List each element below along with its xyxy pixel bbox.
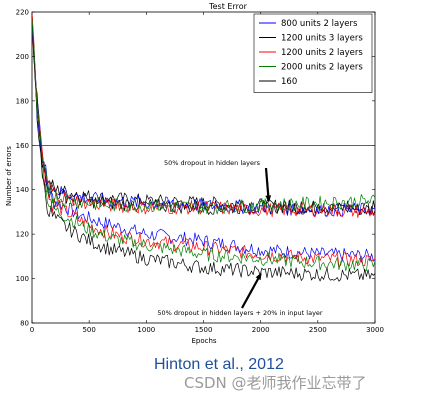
x-axis-label: Epochs [191, 337, 216, 345]
chart-title: Test Error [208, 2, 248, 11]
annotation-arrowhead-0 [265, 195, 272, 203]
x-tick-label-6: 3000 [366, 326, 384, 334]
x-tick-label-5: 2500 [309, 326, 327, 334]
annotation-arrow-1 [241, 273, 262, 309]
series-line-3 [31, 28, 376, 272]
annotations: 50% dropout in hidden layers 50% dropout … [157, 159, 323, 317]
annotation-text-1: 50% dropout in hidden layers + 20% in in… [157, 309, 323, 317]
series-line-0 [31, 23, 376, 263]
series-line-8 [31, 18, 376, 215]
axes: 0 500 1000 1500 2000 2500 3000 80 100 120 140 160 18… [16, 9, 384, 335]
annotation-text-0: 50% dropout in hidden layers [164, 159, 261, 167]
legend-label-0: 800 units 2 layers [281, 19, 358, 29]
x-tick-label-0: 0 [30, 326, 34, 334]
legend: 800 units 2 layers 1200 units 3 layers 120… [253, 13, 373, 93]
x-tick-label-1: 500 [82, 326, 95, 334]
legend-label-3: 2000 units 2 layers [281, 63, 363, 73]
series-line-6 [31, 12, 376, 217]
y-tick-label-0: 80 [20, 320, 29, 328]
x-tick-label-2: 1000 [137, 326, 155, 334]
y-tick-label-3: 140 [16, 186, 29, 194]
series-lines [31, 11, 376, 282]
y-tick-label-6: 200 [16, 53, 29, 61]
x-tick-label-4: 2000 [252, 326, 270, 334]
y-tick-label-5: 180 [16, 97, 29, 105]
legend-label-1: 1200 units 3 layers [281, 34, 363, 44]
legend-label-2: 1200 units 2 layers [281, 48, 363, 58]
y-tick-label-2: 120 [16, 231, 29, 239]
y-tick-label-4: 160 [16, 142, 29, 150]
legend-label-4: 160 [281, 77, 297, 87]
legend-box [253, 13, 373, 93]
citation-caption: Hinton et al., 2012 [154, 356, 284, 373]
annotation-arrowhead-1 [255, 272, 262, 281]
series-line-4 [31, 19, 376, 282]
annotation-arrow-0 [264, 167, 270, 201]
series-line-5 [31, 11, 376, 215]
x-tick-label-3: 1500 [195, 326, 213, 334]
y-tick-label-7: 220 [16, 9, 29, 17]
y-tick-label-1: 100 [16, 275, 29, 283]
watermark: CSDN @老师我作业忘带了 [184, 374, 367, 392]
y-axis-label: Number of errors [5, 146, 13, 206]
